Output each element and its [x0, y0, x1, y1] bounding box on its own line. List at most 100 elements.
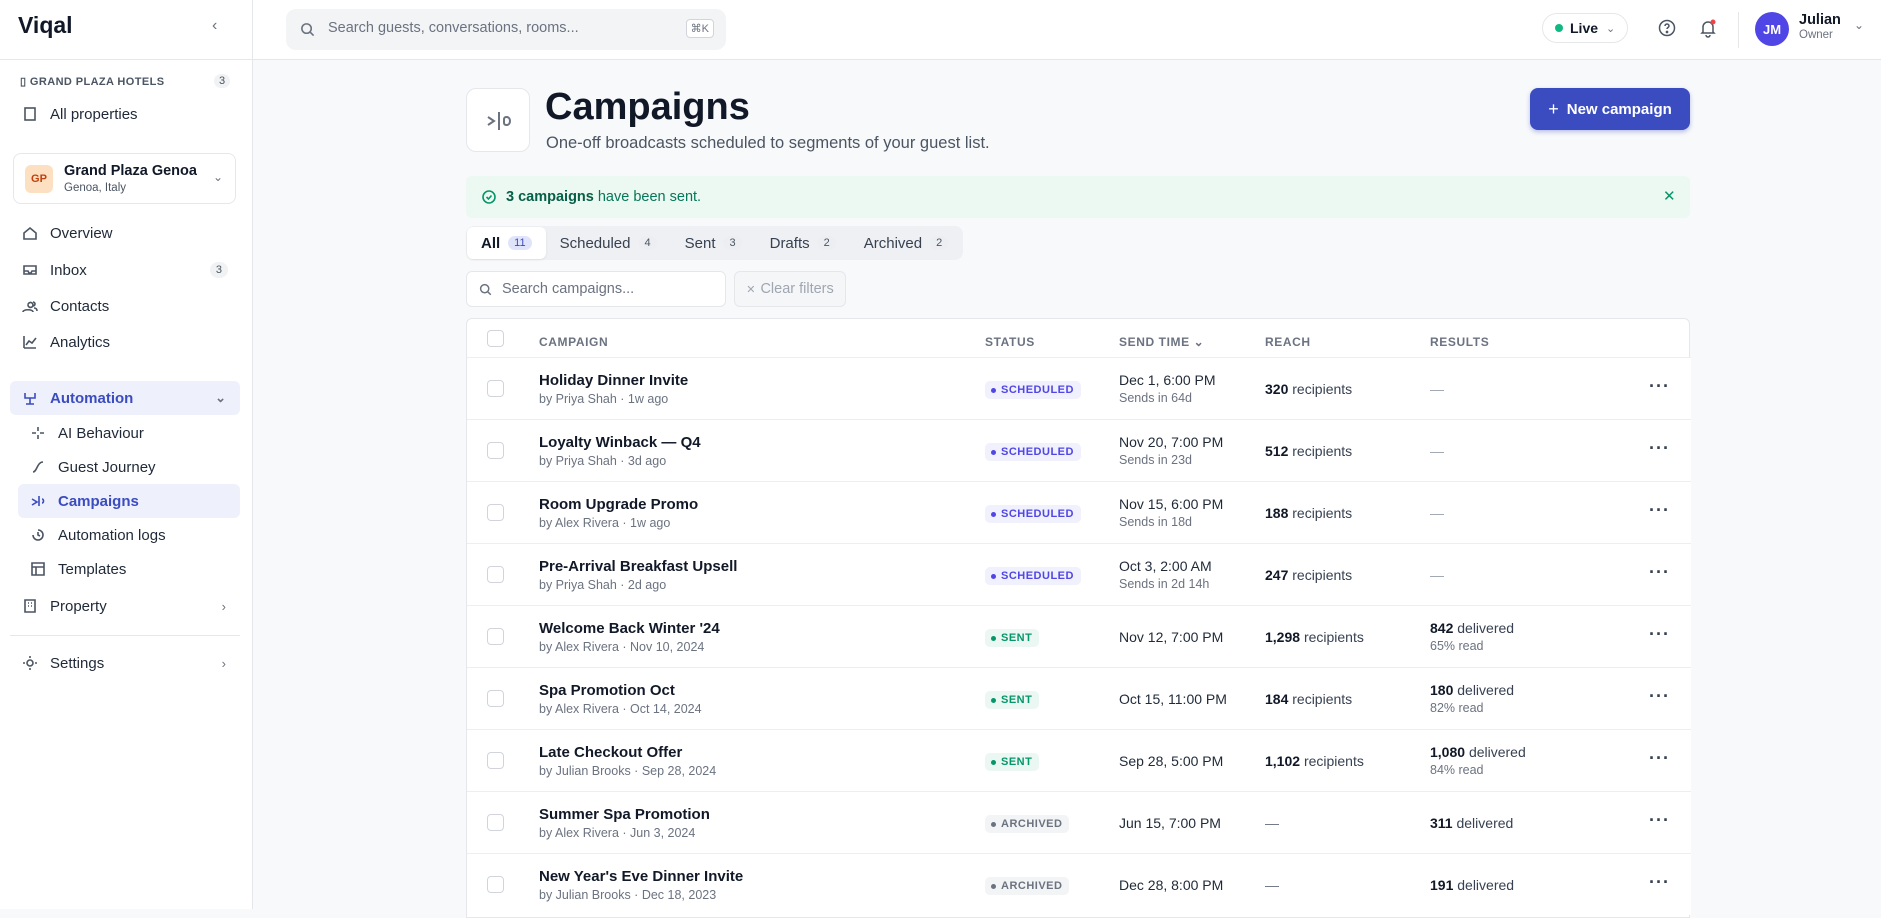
campaign-row[interactable]: Loyalty Winback — Q4 by Priya Shah · 3d a…: [467, 419, 1691, 481]
avatar[interactable]: JM: [1755, 12, 1789, 46]
nav-item[interactable]: Settings ›: [10, 646, 240, 680]
global-search[interactable]: Search guests, conversations, rooms... ⌘…: [286, 9, 726, 50]
reach-unit: recipients: [1292, 505, 1353, 521]
results-count: 842: [1430, 620, 1454, 636]
status-badge: SCHEDULED: [985, 443, 1081, 461]
row-menu[interactable]: ···: [1649, 438, 1670, 458]
row-checkbox[interactable]: [487, 380, 504, 397]
status-dot: [991, 511, 996, 517]
tab-count: 11: [508, 236, 532, 250]
row-menu[interactable]: ···: [1649, 562, 1670, 582]
tab-label: Drafts: [769, 234, 810, 252]
nav-label: Overview: [50, 224, 113, 242]
row-checkbox[interactable]: [487, 690, 504, 707]
campaign-row[interactable]: Holiday Dinner Invite by Priya Shah · 1w …: [467, 357, 1691, 419]
campaign-row[interactable]: Summer Spa Promotion by Alex Rivera · Jun…: [467, 791, 1691, 853]
results: —: [1430, 505, 1444, 521]
clear-filters[interactable]: ✕ Clear filters: [734, 271, 846, 307]
select-all[interactable]: [487, 330, 504, 347]
campaign-row[interactable]: Welcome Back Winter '24 by Alex Rivera · …: [467, 605, 1691, 667]
results-sub: 65% read: [1430, 639, 1484, 653]
row-checkbox[interactable]: [487, 752, 504, 769]
campaign-meta: by Julian Brooks · Sep 28, 2024: [539, 764, 717, 778]
row-menu[interactable]: ···: [1649, 748, 1670, 768]
results-count: —: [1430, 505, 1444, 521]
nav-label: Automation: [50, 389, 134, 407]
nav-item[interactable]: Inbox 3: [10, 253, 240, 287]
row-checkbox[interactable]: [487, 442, 504, 459]
campaign-name: Pre-Arrival Breakfast Upsell: [539, 558, 738, 575]
row-menu[interactable]: ···: [1649, 686, 1670, 706]
divider: [10, 635, 240, 636]
status-badge: SENT: [985, 629, 1040, 647]
tab[interactable]: Sent 3: [671, 227, 756, 259]
row-menu[interactable]: ···: [1649, 376, 1670, 396]
tab[interactable]: All 11: [467, 227, 546, 259]
campaign-row[interactable]: New Year's Eve Dinner Invite by Julian Br…: [467, 853, 1691, 915]
reach-count: —: [1265, 877, 1279, 893]
close-banner[interactable]: ✕: [1663, 188, 1676, 205]
help-icon[interactable]: [1658, 19, 1676, 37]
user-name: Julian: [1799, 12, 1841, 28]
status-dot: [991, 449, 996, 455]
reach: 1,102 recipients: [1265, 753, 1364, 769]
reach-count: 320: [1265, 381, 1289, 397]
nav-item[interactable]: AI Behaviour: [18, 416, 240, 450]
results-unit: delivered: [1457, 620, 1515, 636]
sidebar: Viqal ‹ ▯ GRAND PLAZA HOTELS 3 All prope…: [0, 0, 253, 909]
campaign-search[interactable]: Search campaigns...: [466, 271, 726, 307]
tab[interactable]: Archived 2: [850, 227, 962, 259]
status-dot: [991, 573, 996, 579]
row-checkbox[interactable]: [487, 876, 504, 893]
row-menu[interactable]: ···: [1649, 500, 1670, 520]
property-switcher[interactable]: GP Grand Plaza Genoa Genoa, Italy ⌄: [13, 153, 236, 204]
results-unit: delivered: [1457, 877, 1515, 893]
campaign-row[interactable]: Room Upgrade Promo by Alex Rivera · 1w ag…: [467, 481, 1691, 543]
tab[interactable]: Drafts 2: [756, 227, 850, 259]
campaign-meta: by Alex Rivera · Oct 14, 2024: [539, 702, 702, 716]
row-menu[interactable]: ···: [1649, 624, 1670, 644]
collapse-button[interactable]: ‹: [212, 17, 218, 34]
campaign-row[interactable]: Pre-Arrival Breakfast Upsell by Priya Sha…: [467, 543, 1691, 605]
nav-item[interactable]: Automation logs: [18, 518, 240, 552]
nav-label: Settings: [50, 654, 105, 672]
row-menu[interactable]: ···: [1649, 872, 1670, 892]
status-label: SENT: [1001, 694, 1033, 706]
send-sub: Sends in 64d: [1119, 391, 1192, 405]
new-campaign-button[interactable]: + New campaign: [1530, 88, 1690, 130]
nav-label: AI Behaviour: [58, 424, 144, 442]
nav-item[interactable]: Contacts: [10, 289, 240, 323]
property-name: Grand Plaza Genoa: [64, 163, 197, 179]
row-checkbox[interactable]: [487, 628, 504, 645]
campaign-row[interactable]: Late Checkout Offer by Julian Brooks · Se…: [467, 729, 1691, 791]
row-checkbox[interactable]: [487, 814, 504, 831]
row-checkbox[interactable]: [487, 504, 504, 521]
nav-item[interactable]: Automation ⌄: [10, 381, 240, 415]
status-dot: [991, 635, 996, 641]
nav-item[interactable]: Campaigns: [18, 484, 240, 518]
notifications-icon[interactable]: [1699, 18, 1717, 38]
campaign-meta: by Priya Shah · 2d ago: [539, 578, 667, 592]
nav-item[interactable]: Overview: [10, 216, 240, 250]
nav-label: Guest Journey: [58, 458, 156, 476]
all-properties[interactable]: All properties: [10, 97, 240, 131]
status-label: Live: [1570, 20, 1599, 36]
nav-item[interactable]: Templates: [18, 552, 240, 586]
nav-item[interactable]: Analytics: [10, 325, 240, 359]
live-status[interactable]: Live ⌄: [1542, 13, 1628, 43]
banner-rest: have been sent.: [593, 189, 702, 205]
row-menu[interactable]: ···: [1649, 810, 1670, 830]
chevron: ›: [221, 655, 226, 671]
tab[interactable]: Scheduled 4: [546, 227, 671, 259]
nav-item[interactable]: Guest Journey: [18, 450, 240, 484]
success-banner: 3 campaigns have been sent. ✕: [466, 176, 1690, 218]
row-checkbox[interactable]: [487, 566, 504, 583]
campaign-row[interactable]: Spa Promotion Oct by Alex Rivera · Oct 14…: [467, 667, 1691, 729]
tabs: All 11 Scheduled 4 Sent 3 Drafts 2 Archived 2: [466, 226, 964, 260]
results: 311 delivered: [1430, 815, 1513, 831]
status-label: ARCHIVED: [1001, 880, 1063, 892]
nav-item[interactable]: Property ›: [10, 589, 240, 623]
status-dot: [991, 387, 996, 393]
results-count: 1,080: [1430, 744, 1466, 760]
